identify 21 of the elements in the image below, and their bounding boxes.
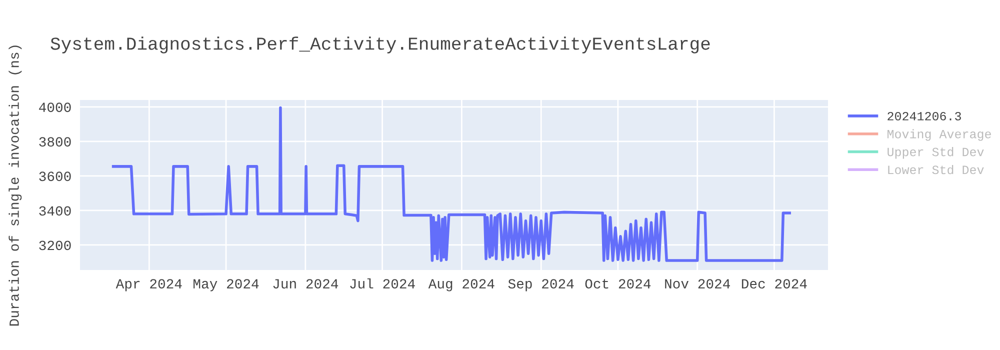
x-tick-label: Oct 2024 [585, 279, 651, 289]
y-tick-label: 3600 [39, 172, 71, 182]
line-series [112, 106, 791, 262]
x-tick-label: Dec 2024 [742, 279, 807, 289]
y-tick-label: 3400 [39, 206, 71, 216]
x-tick-label: Apr 2024 [116, 279, 182, 292]
legend-label: Moving Average [888, 129, 991, 141]
x-tick-label: Jun 2024 [273, 279, 338, 289]
legend-label: 20241206.3 [888, 112, 961, 120]
x-tick-label: May 2024 [194, 279, 259, 292]
legend-label: Upper Std Dev [888, 147, 984, 159]
chart-title: System.Diagnostics.Perf_Activity.EnumerateActivityEventsLarge [50, 36, 710, 54]
x-tick-label: Nov 2024 [665, 279, 730, 289]
x-tick-label: Jul 2024 [350, 278, 415, 289]
y-axis-title: Duration of single invocation (ns) [8, 46, 22, 326]
legend-label: Lower Std Dev [888, 164, 984, 174]
y-tick-label: 3200 [39, 240, 71, 250]
y-tick-label: 4000 [39, 102, 71, 112]
x-tick-label: Aug 2024 [428, 279, 494, 292]
x-tick-label: Sep 2024 [508, 279, 574, 292]
y-tick-label: 3800 [39, 137, 71, 147]
